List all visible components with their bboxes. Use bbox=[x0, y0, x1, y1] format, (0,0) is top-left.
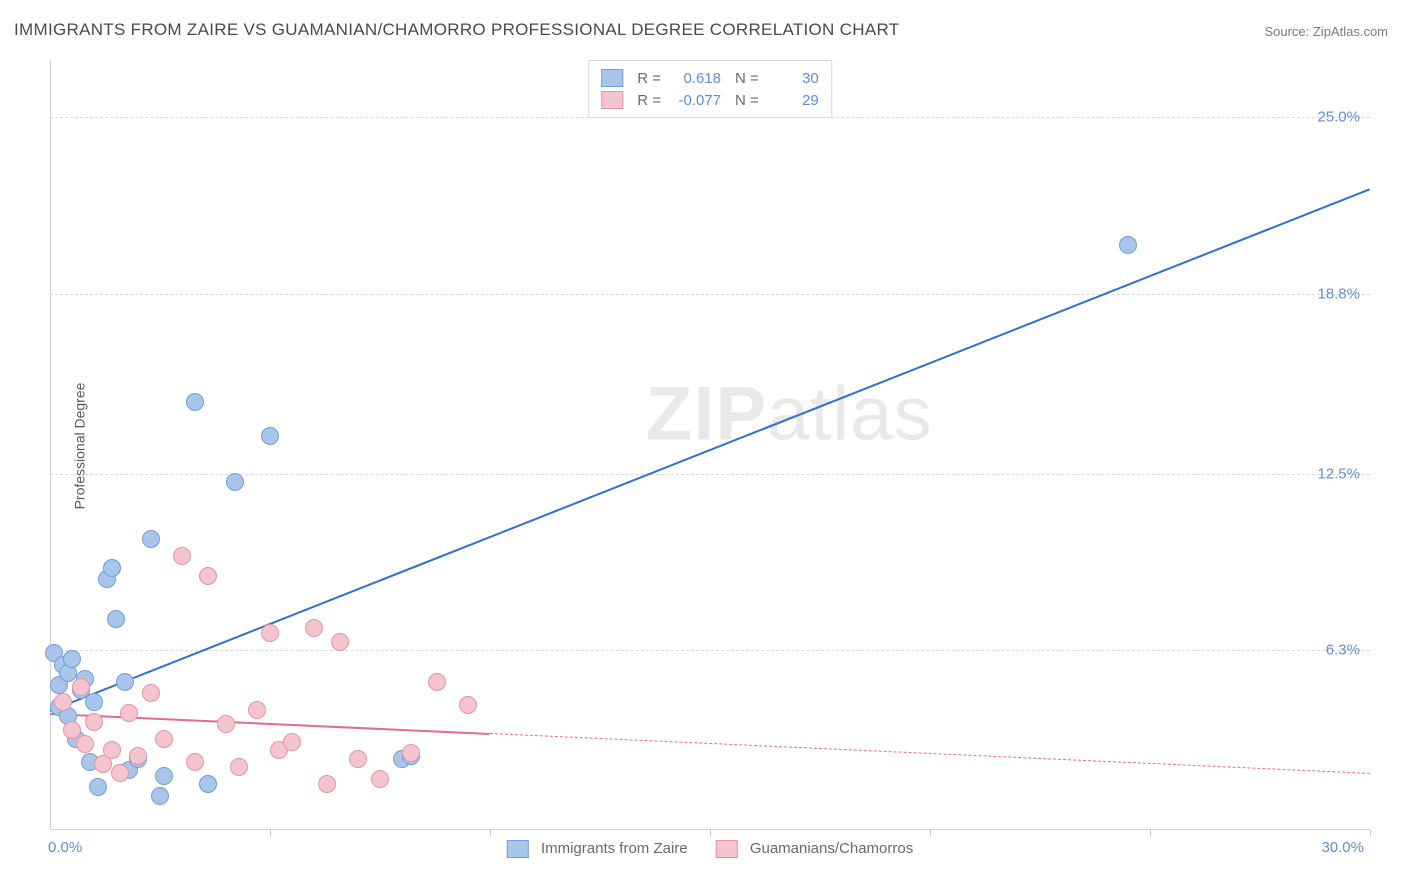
legend-r-value-0: 0.618 bbox=[669, 70, 721, 87]
scatter-point bbox=[186, 753, 204, 771]
scatter-point bbox=[116, 673, 134, 691]
x-tick bbox=[1370, 830, 1371, 836]
legend-r-label: R = bbox=[637, 92, 661, 109]
chart-plot-area: ZIPatlas 0.0% 30.0% R = 0.618 N = 30 R =… bbox=[50, 60, 1370, 830]
y-tick-label: 25.0% bbox=[1317, 109, 1360, 126]
scatter-point bbox=[173, 547, 191, 565]
x-tick bbox=[490, 830, 491, 836]
scatter-point bbox=[199, 567, 217, 585]
legend-series-label-0: Immigrants from Zaire bbox=[541, 840, 688, 857]
scatter-point bbox=[63, 721, 81, 739]
scatter-point bbox=[151, 787, 169, 805]
scatter-point bbox=[261, 427, 279, 445]
scatter-point bbox=[261, 624, 279, 642]
regression-line bbox=[50, 188, 1371, 712]
legend-row-0: R = 0.618 N = 30 bbox=[601, 67, 819, 89]
x-tick bbox=[270, 830, 271, 836]
legend-r-value-1: -0.077 bbox=[669, 92, 721, 109]
legend-series-1: Guamanians/Chamorros bbox=[716, 840, 914, 858]
x-max-tick-label: 30.0% bbox=[1321, 839, 1364, 856]
regression-line bbox=[50, 713, 490, 735]
gridline-h bbox=[50, 474, 1370, 475]
x-tick bbox=[930, 830, 931, 836]
legend-correlation: R = 0.618 N = 30 R = -0.077 N = 29 bbox=[588, 60, 832, 118]
x-tick bbox=[1150, 830, 1151, 836]
scatter-point bbox=[155, 730, 173, 748]
scatter-point bbox=[129, 747, 147, 765]
scatter-point bbox=[402, 744, 420, 762]
scatter-point bbox=[305, 619, 323, 637]
watermark: ZIPatlas bbox=[646, 371, 933, 458]
scatter-point bbox=[349, 750, 367, 768]
scatter-point bbox=[428, 673, 446, 691]
legend-n-label: N = bbox=[735, 70, 759, 87]
source-label: Source: ZipAtlas.com bbox=[1264, 24, 1388, 39]
scatter-point bbox=[120, 704, 138, 722]
scatter-point bbox=[103, 559, 121, 577]
scatter-point bbox=[459, 696, 477, 714]
legend-n-value-1: 29 bbox=[767, 92, 819, 109]
gridline-h bbox=[50, 294, 1370, 295]
scatter-point bbox=[89, 778, 107, 796]
chart-title: IMMIGRANTS FROM ZAIRE VS GUAMANIAN/CHAMO… bbox=[14, 20, 899, 40]
scatter-point bbox=[1119, 236, 1137, 254]
scatter-point bbox=[248, 701, 266, 719]
scatter-point bbox=[230, 758, 248, 776]
scatter-point bbox=[199, 775, 217, 793]
scatter-point bbox=[85, 713, 103, 731]
scatter-point bbox=[111, 764, 129, 782]
y-tick-label: 6.3% bbox=[1326, 642, 1360, 659]
y-tick-label: 18.8% bbox=[1317, 285, 1360, 302]
scatter-point bbox=[331, 633, 349, 651]
legend-series-label-1: Guamanians/Chamorros bbox=[750, 840, 913, 857]
scatter-point bbox=[142, 530, 160, 548]
scatter-point bbox=[107, 610, 125, 628]
scatter-point bbox=[186, 393, 204, 411]
y-tick-label: 12.5% bbox=[1317, 465, 1360, 482]
watermark-light: atlas bbox=[767, 372, 933, 457]
legend-r-label: R = bbox=[637, 70, 661, 87]
x-origin-tick-label: 0.0% bbox=[48, 839, 82, 856]
gridline-h bbox=[50, 650, 1370, 651]
scatter-point bbox=[54, 693, 72, 711]
scatter-point bbox=[85, 693, 103, 711]
legend-n-label: N = bbox=[735, 92, 759, 109]
scatter-point bbox=[283, 733, 301, 751]
scatter-point bbox=[371, 770, 389, 788]
scatter-point bbox=[63, 650, 81, 668]
legend-row-1: R = -0.077 N = 29 bbox=[601, 89, 819, 111]
scatter-point bbox=[217, 715, 235, 733]
legend-series-0: Immigrants from Zaire bbox=[507, 840, 688, 858]
legend-n-value-0: 30 bbox=[767, 70, 819, 87]
scatter-point bbox=[142, 684, 160, 702]
scatter-point bbox=[76, 735, 94, 753]
legend-series-swatch-0 bbox=[507, 840, 529, 858]
legend-series-swatch-1 bbox=[716, 840, 738, 858]
scatter-point bbox=[155, 767, 173, 785]
scatter-point bbox=[226, 473, 244, 491]
legend-series: Immigrants from Zaire Guamanians/Chamorr… bbox=[507, 840, 913, 858]
legend-swatch-1 bbox=[601, 91, 623, 109]
gridline-h bbox=[50, 117, 1370, 118]
legend-swatch-0 bbox=[601, 69, 623, 87]
scatter-point bbox=[103, 741, 121, 759]
regression-line-extrapolated bbox=[490, 733, 1370, 774]
scatter-point bbox=[72, 678, 90, 696]
watermark-bold: ZIP bbox=[646, 372, 767, 457]
scatter-point bbox=[318, 775, 336, 793]
x-tick bbox=[710, 830, 711, 836]
